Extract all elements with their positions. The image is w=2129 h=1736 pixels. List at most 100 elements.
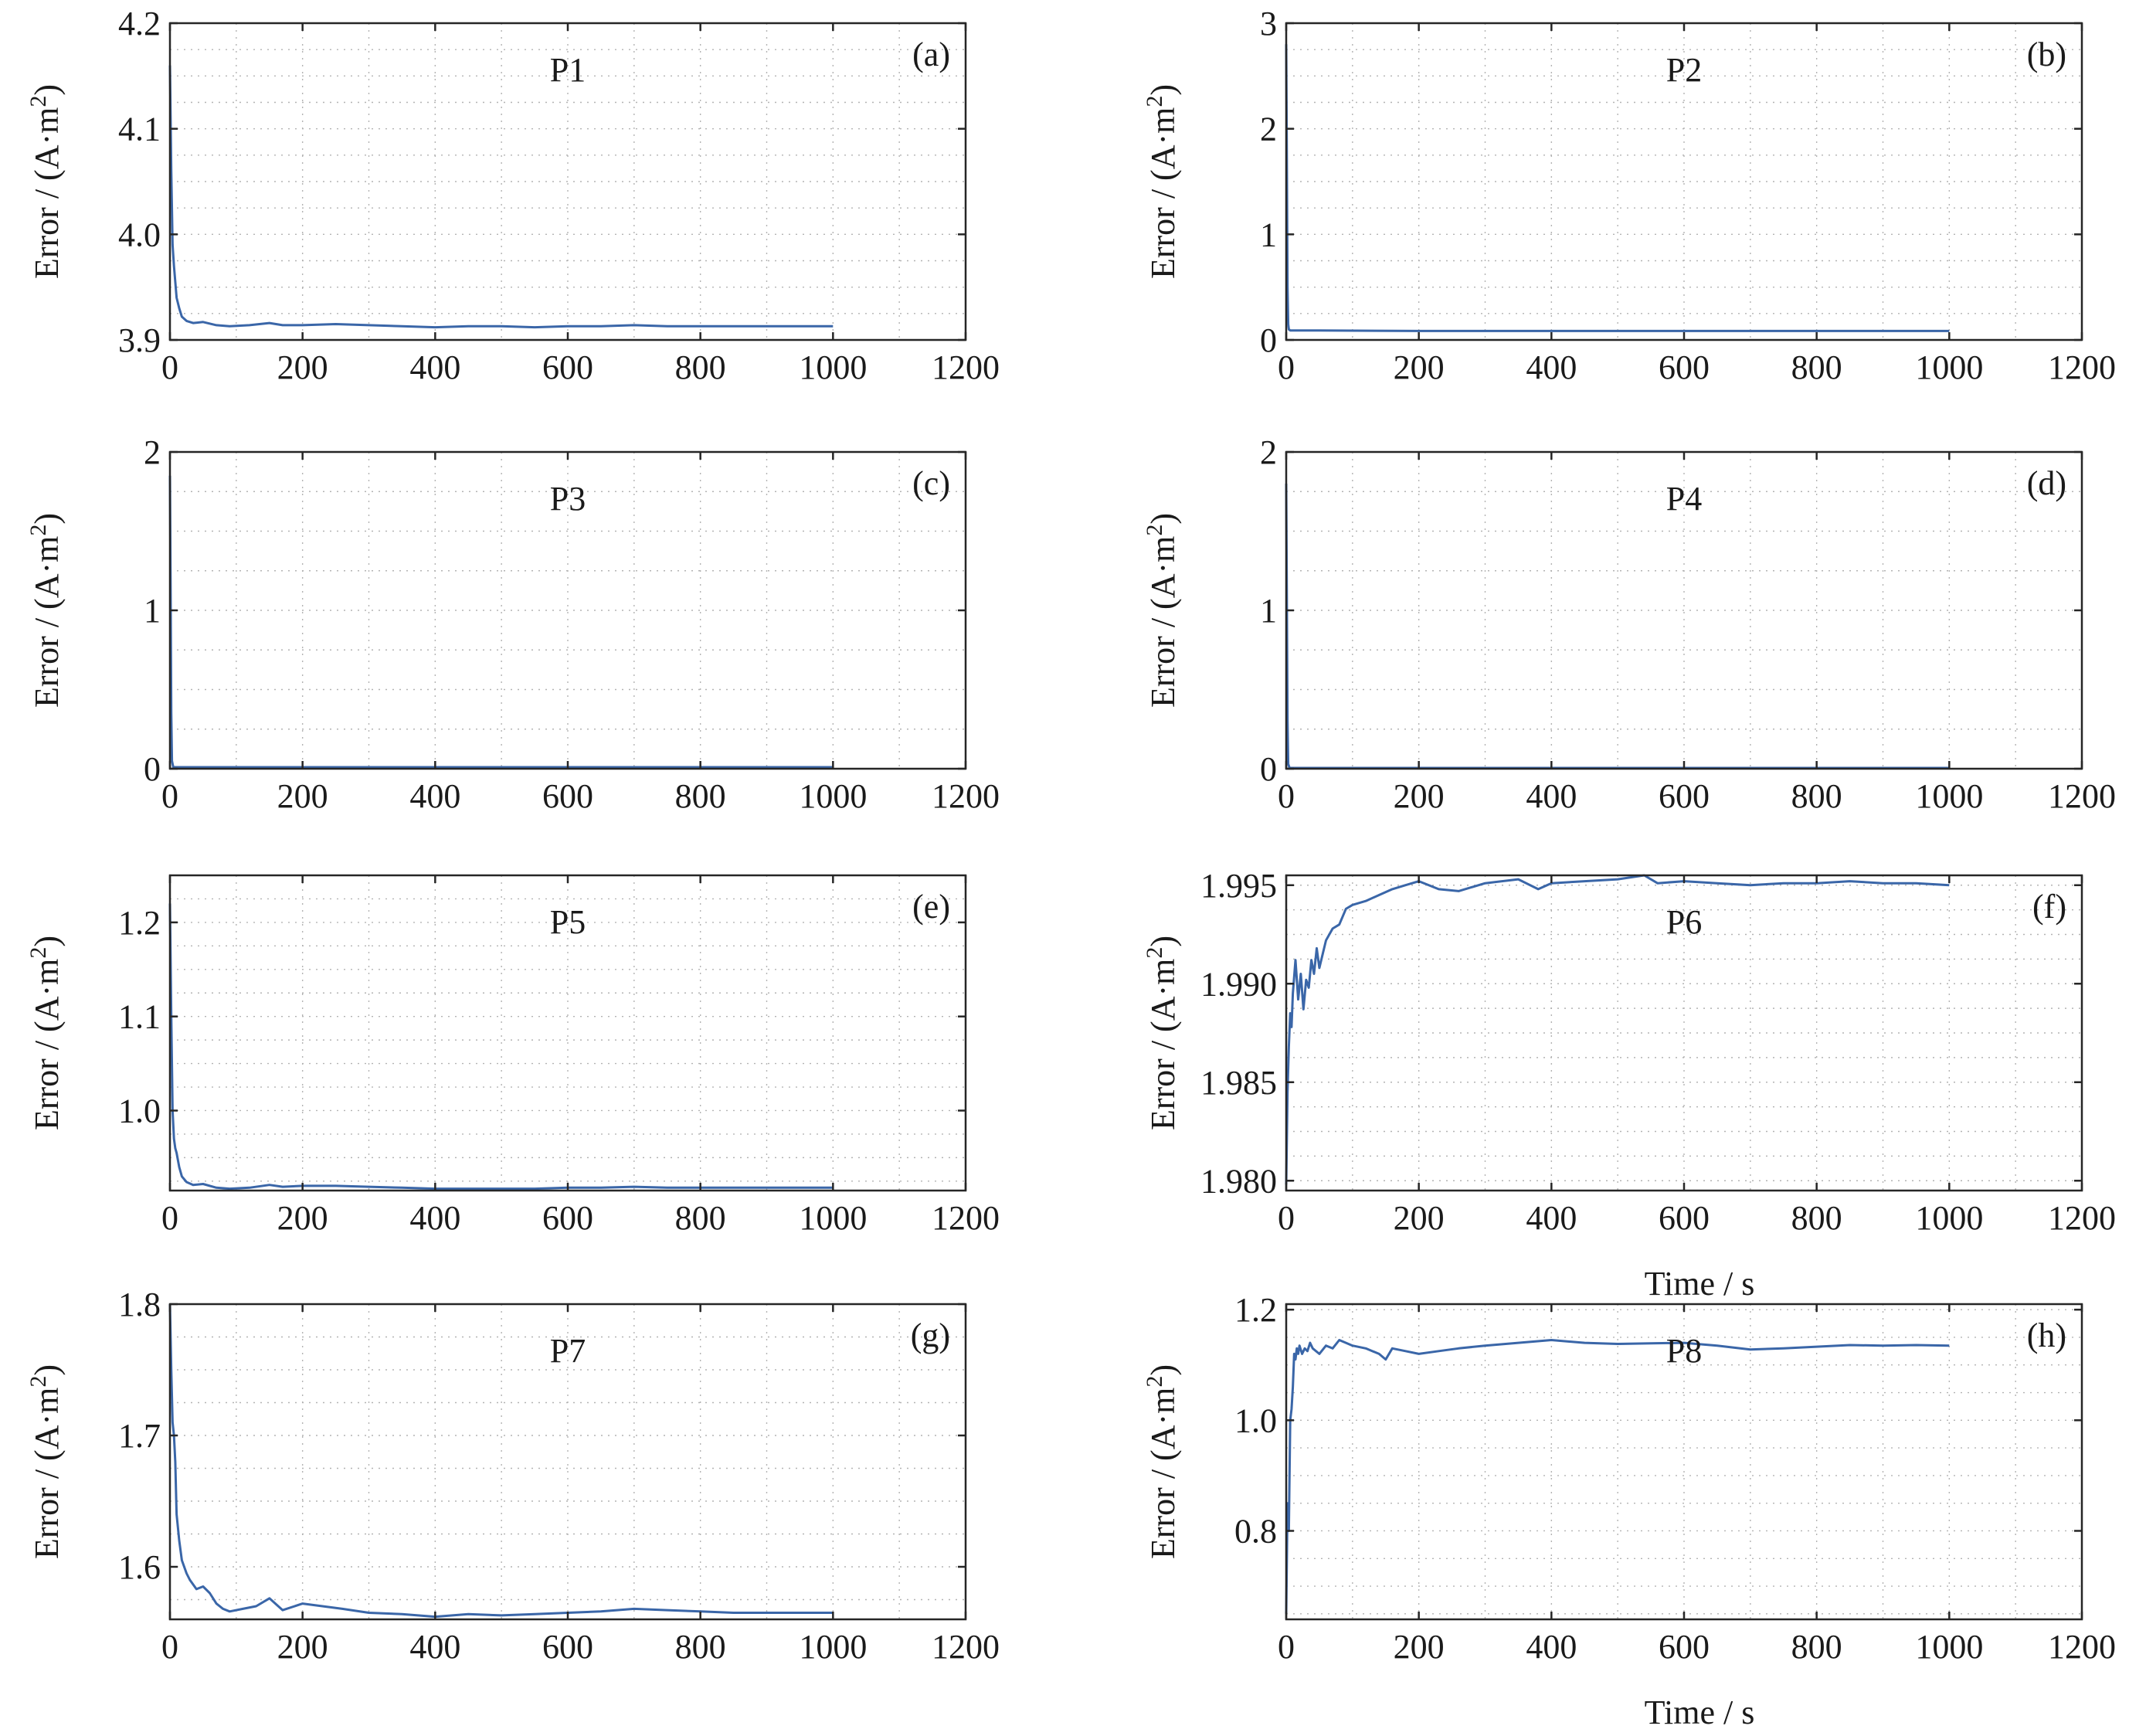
x-tick-label: 1200 (2048, 1199, 2116, 1237)
panel-b: 0 200 400 600 800 1000 1200 0 1 2 3 P2 (b) Error / (A… (1142, 5, 2116, 386)
x-tick-label: 200 (277, 777, 328, 815)
x-tick-label: 1000 (799, 348, 867, 386)
panel-title: P4 (1666, 480, 1702, 518)
x-tick-label: 200 (1394, 1199, 1445, 1237)
y-tick-label: 1.980 (1200, 1162, 1277, 1200)
y-tick-label: 0 (1260, 750, 1277, 788)
y-axis-label: Error / (A·m2) (25, 1364, 66, 1559)
panel-letter: (g) (911, 1316, 950, 1354)
panel-g: 0 200 400 600 800 1000 1200 1.6 1.7 1.8 P7 (g) Error… (25, 1286, 1000, 1666)
x-tick-label: 800 (1791, 348, 1842, 386)
y-tick-label: 1.1 (118, 998, 161, 1036)
y-tick-label: 2 (1260, 110, 1277, 148)
y-tick-label: 2 (1260, 433, 1277, 471)
y-tick-label: 1.7 (118, 1417, 161, 1455)
panel-title: P3 (550, 480, 586, 518)
series-line (168, 65, 834, 329)
y-tick-label: 1 (1260, 216, 1277, 253)
panel-title: P2 (1666, 51, 1702, 89)
x-tick-label: 1200 (2048, 348, 2116, 386)
x-tick-label: 600 (542, 1628, 593, 1666)
y-tick-label: 4.0 (118, 216, 161, 253)
x-tick-label: 400 (1526, 777, 1577, 815)
x-tick-label: 400 (409, 348, 460, 386)
x-tick-label: 1000 (1915, 348, 1983, 386)
x-tick-label: 200 (1394, 777, 1445, 815)
panel-e: 0 200 400 600 800 1000 1200 1.0 1.1 1.2 P5 (e) Error… (25, 874, 1000, 1237)
x-tick-label: 400 (409, 1199, 460, 1237)
y-tick-label: 4.2 (118, 5, 161, 42)
x-tick-label: 800 (1791, 1628, 1842, 1666)
panel-h: 0 200 400 600 800 1000 1200 0.8 1.0 1.2 P8 (h) Error… (1142, 1291, 2116, 1731)
series-line (1285, 874, 1950, 1185)
grid (170, 23, 966, 340)
x-tick-label: 600 (542, 348, 593, 386)
y-tick-label: 1.2 (118, 904, 161, 942)
panel-c: 0 200 400 600 800 1000 1200 0 1 2 P3 (c) Error / (A·… (25, 433, 1000, 815)
x-tick-label: 0 (161, 1199, 178, 1237)
x-tick-label: 0 (1278, 1628, 1295, 1666)
panel-letter: (h) (2027, 1316, 2066, 1354)
panel-d: 0 200 400 600 800 1000 1200 0 1 2 P4 (d) Error / (A·… (1142, 433, 2116, 815)
y-axis-label: Error / (A·m2) (1142, 84, 1182, 279)
grid (170, 1304, 966, 1619)
y-axis-label: Error / (A·m2) (1142, 513, 1182, 708)
series-line (168, 475, 834, 769)
panel-letter: (f) (2032, 888, 2066, 926)
panel-letter: (c) (912, 464, 950, 502)
x-tick-label: 400 (409, 1628, 460, 1666)
x-tick-label: 200 (277, 1628, 328, 1666)
x-axis-label: Time / s (1645, 1694, 1755, 1731)
x-tick-label: 1000 (799, 1628, 867, 1666)
x-tick-label: 1200 (932, 777, 1000, 815)
x-tick-label: 1000 (799, 1199, 867, 1237)
x-tick-label: 800 (1791, 777, 1842, 815)
grid (170, 452, 966, 769)
panel-letter: (d) (2027, 464, 2066, 502)
x-tick-label: 800 (675, 1199, 726, 1237)
x-axis-label: Time / s (1645, 1265, 1755, 1303)
x-tick-label: 1200 (2048, 777, 2116, 815)
x-tick-label: 1200 (932, 1199, 1000, 1237)
panel-title: P8 (1666, 1332, 1702, 1370)
y-axis-label: Error / (A·m2) (25, 84, 66, 279)
y-tick-label: 1.0 (118, 1092, 161, 1130)
y-axis-label: Error / (A·m2) (25, 936, 66, 1130)
y-axis-label: Error / (A·m2) (25, 513, 66, 708)
x-tick-label: 600 (542, 1199, 593, 1237)
series-line (1285, 44, 1950, 332)
x-tick-label: 1000 (799, 777, 867, 815)
y-tick-label: 1.995 (1200, 867, 1277, 905)
x-tick-label: 600 (542, 777, 593, 815)
y-tick-label: 3.9 (118, 321, 161, 359)
x-tick-label: 1000 (1915, 1628, 1983, 1666)
x-tick-label: 0 (1278, 348, 1295, 386)
x-tick-label: 200 (277, 1199, 328, 1237)
y-tick-label: 0.8 (1234, 1512, 1277, 1550)
x-tick-label: 1000 (1915, 1199, 1983, 1237)
y-tick-label: 1.0 (1234, 1401, 1277, 1439)
grid (1286, 875, 2082, 1191)
panel-a: 0 200 400 600 800 1000 1200 3.9 4.0 4.1 4.2 P1 (a) Er… (25, 5, 1000, 386)
x-tick-label: 800 (675, 348, 726, 386)
y-tick-label: 0 (144, 750, 161, 788)
y-tick-label: 1.2 (1234, 1291, 1277, 1329)
x-tick-label: 0 (1278, 1199, 1295, 1237)
panel-title: P5 (550, 903, 586, 941)
x-tick-label: 200 (1394, 348, 1445, 386)
x-tick-label: 0 (161, 1628, 178, 1666)
y-axis-label: Error / (A·m2) (1142, 1364, 1182, 1559)
y-tick-label: 1.990 (1200, 965, 1277, 1003)
x-tick-label: 200 (1394, 1628, 1445, 1666)
panel-letter: (b) (2027, 36, 2066, 73)
y-tick-label: 0 (1260, 321, 1277, 359)
panel-letter: (e) (912, 888, 950, 926)
x-tick-label: 0 (161, 777, 178, 815)
x-tick-label: 600 (1659, 1199, 1710, 1237)
y-tick-label: 4.1 (118, 110, 161, 148)
y-tick-label: 1.8 (118, 1286, 161, 1323)
grid (1286, 23, 2082, 340)
panel-title: P7 (550, 1332, 586, 1370)
x-tick-label: 600 (1659, 1628, 1710, 1666)
